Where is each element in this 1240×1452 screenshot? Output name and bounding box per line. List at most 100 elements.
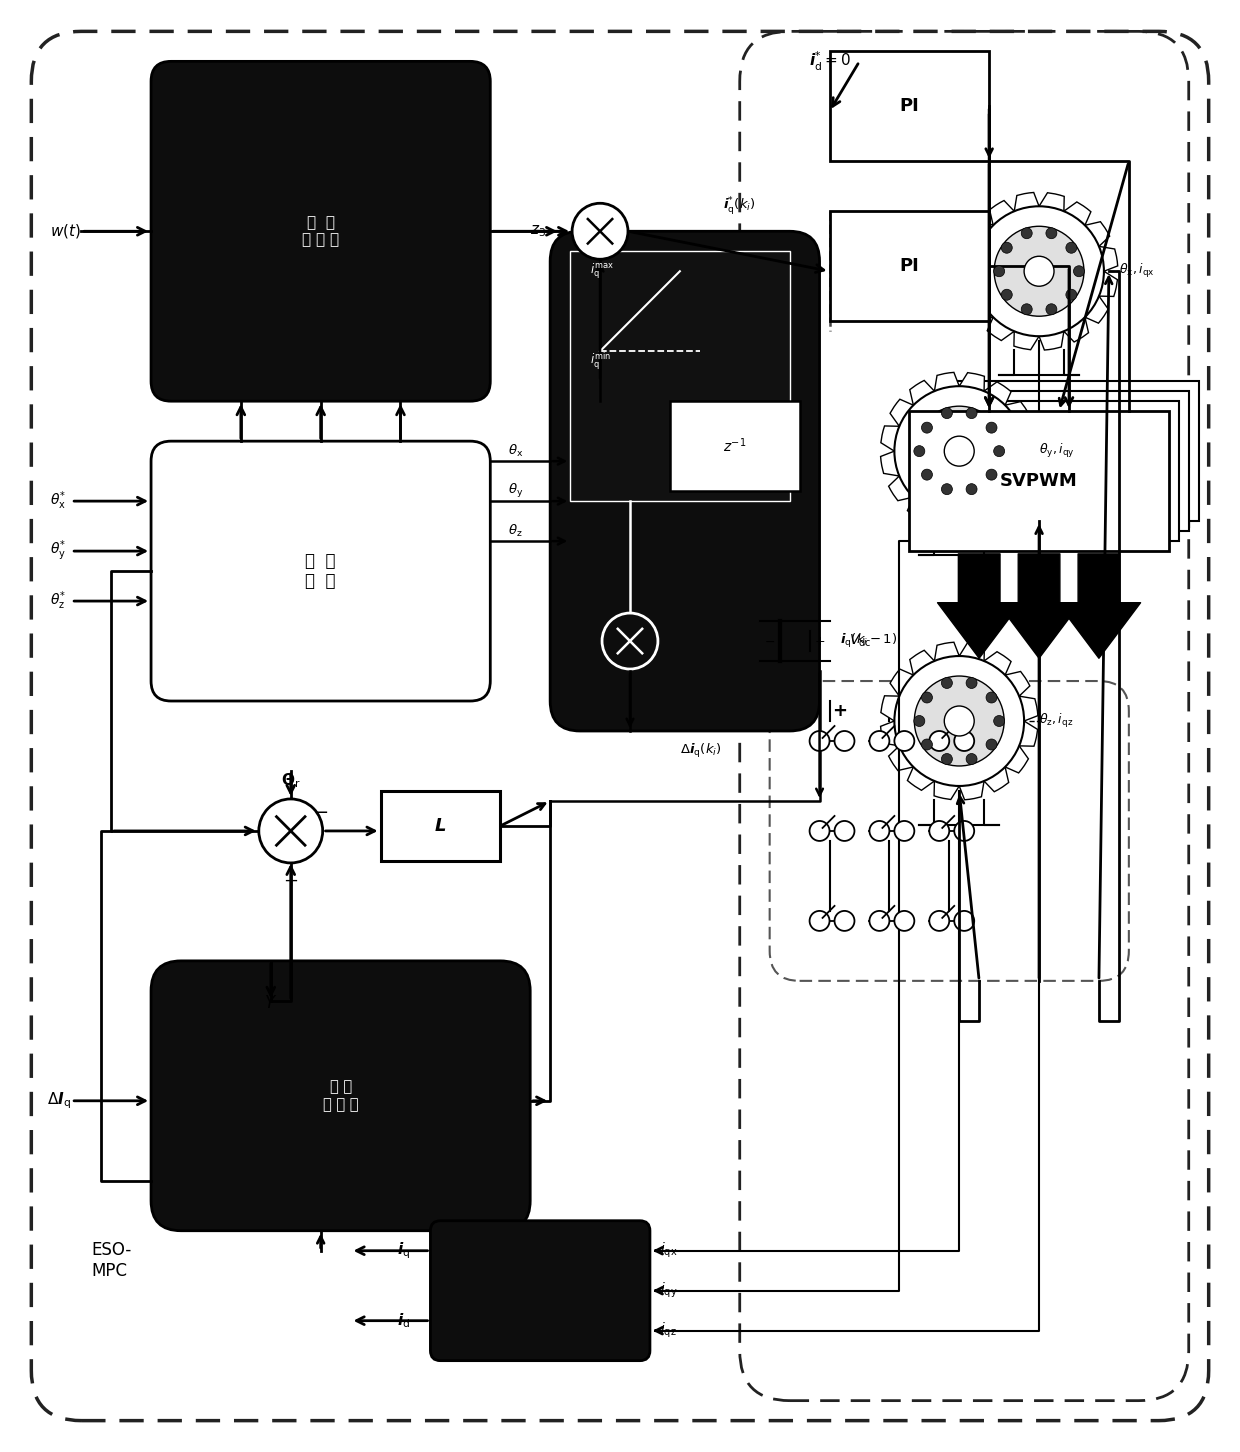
Circle shape [945,436,975,466]
Circle shape [894,386,1024,515]
Text: $i_{\rm qz}$: $i_{\rm qz}$ [660,1321,677,1340]
Text: $-$: $-$ [764,635,775,648]
Circle shape [1066,242,1076,253]
Text: $i_{\rm qy}$: $i_{\rm qy}$ [660,1281,677,1301]
Circle shape [994,227,1084,317]
Bar [830,212,990,321]
Circle shape [572,203,627,260]
Circle shape [1045,303,1056,315]
Text: PI: PI [899,97,919,115]
Text: $\theta_{\rm x}$: $\theta_{\rm x}$ [507,443,523,459]
Circle shape [835,820,854,841]
Text: $\Delta \boldsymbol{i}_{\rm q}(k_i)$: $\Delta \boldsymbol{i}_{\rm q}(k_i)$ [680,742,722,759]
Circle shape [993,446,1004,456]
Bar [939,382,1199,521]
Circle shape [869,730,889,751]
Text: $\theta_{\rm y}^{*}$: $\theta_{\rm y}^{*}$ [50,539,66,563]
Circle shape [955,730,975,751]
Circle shape [941,754,952,765]
Circle shape [945,706,975,736]
Circle shape [975,206,1104,337]
Text: $+$: $+$ [283,871,299,890]
Circle shape [941,678,952,688]
Bar [670,401,800,491]
Circle shape [986,423,997,433]
Text: ESO-
MPC: ESO- MPC [92,1241,131,1281]
Circle shape [810,820,830,841]
Circle shape [955,910,975,931]
Text: $\theta_{\rm z},i_{\rm qz}$: $\theta_{\rm z},i_{\rm qz}$ [1039,711,1074,730]
Circle shape [966,484,977,495]
Text: +: + [832,701,847,720]
Circle shape [941,484,952,495]
Circle shape [1045,228,1056,238]
Text: SVPWM: SVPWM [1001,472,1078,491]
Text: $\theta_{\rm z}$: $\theta_{\rm z}$ [508,523,522,539]
Circle shape [929,820,950,841]
Circle shape [810,910,830,931]
Circle shape [810,730,830,751]
Text: $\boldsymbol{i}_{\rm q}(k_i-1)$: $\boldsymbol{i}_{\rm q}(k_i-1)$ [839,632,897,650]
Bar [909,411,1169,552]
Text: $\boldsymbol{L}$: $\boldsymbol{L}$ [434,817,446,835]
Circle shape [914,677,1004,767]
FancyBboxPatch shape [430,1221,650,1361]
Bar [570,251,790,501]
Text: $\theta_{\rm y}$: $\theta_{\rm y}$ [507,482,523,499]
Circle shape [1074,266,1085,277]
Circle shape [1022,228,1032,238]
Text: $\theta_{\rm x},i_{\rm qx}$: $\theta_{\rm x},i_{\rm qx}$ [1118,263,1154,280]
Circle shape [929,730,950,751]
Circle shape [921,423,932,433]
Circle shape [914,407,1004,497]
Circle shape [603,613,658,669]
Text: 状 态
观 测 器: 状 态 观 测 器 [322,1080,358,1112]
Circle shape [941,408,952,418]
Text: 轨  迹
规 划 器: 轨 迹 规 划 器 [303,215,340,247]
Text: $\hat{Y}$: $\hat{Y}$ [264,989,278,1012]
Circle shape [1024,256,1054,286]
FancyBboxPatch shape [770,681,1128,982]
Circle shape [1001,289,1012,301]
Bar [919,401,1179,542]
Text: $\boldsymbol{\Theta}_{\rm r}$: $\boldsymbol{\Theta}_{\rm r}$ [281,771,300,790]
Text: $V_{\rm dc}$: $V_{\rm dc}$ [849,633,872,649]
Circle shape [869,910,889,931]
Circle shape [966,678,977,688]
Circle shape [1001,242,1012,253]
Text: $\Delta \boldsymbol{I}_{\rm q}$: $\Delta \boldsymbol{I}_{\rm q}$ [47,1090,71,1111]
Circle shape [894,910,914,931]
Bar [830,51,990,161]
Text: $\boldsymbol{i}_{\rm d}^{*}=0$: $\boldsymbol{i}_{\rm d}^{*}=0$ [808,49,851,73]
Text: $-$: $-$ [314,802,329,820]
Text: PI: PI [899,257,919,276]
Circle shape [955,820,975,841]
Text: $z_3$: $z_3$ [531,224,546,240]
Bar [929,391,1189,531]
Circle shape [966,408,977,418]
Circle shape [993,266,1004,277]
Text: $\boldsymbol{i}_{\rm d}$: $\boldsymbol{i}_{\rm d}$ [397,1311,410,1330]
Text: 一  阶
平  滑: 一 阶 平 滑 [305,552,336,591]
Circle shape [921,739,932,751]
Text: $z^{-1}$: $z^{-1}$ [723,437,746,456]
Text: $\theta_{\rm y},i_{\rm qy}$: $\theta_{\rm y},i_{\rm qy}$ [1039,443,1075,460]
Circle shape [921,469,932,481]
Text: $\boldsymbol{i}_{\rm q}$: $\boldsymbol{i}_{\rm q}$ [397,1240,410,1260]
Circle shape [1066,289,1076,301]
Circle shape [894,730,914,751]
Text: $i_{\rm q}^{\rm min}$: $i_{\rm q}^{\rm min}$ [590,350,611,372]
FancyBboxPatch shape [151,961,531,1231]
Circle shape [894,656,1024,786]
Polygon shape [961,193,1117,350]
Text: $\boldsymbol{i}_{\rm q}^{*}(k_i)$: $\boldsymbol{i}_{\rm q}^{*}(k_i)$ [723,195,756,218]
Bar [381,791,500,861]
Circle shape [259,799,322,862]
Circle shape [914,446,925,456]
Circle shape [835,730,854,751]
FancyBboxPatch shape [151,441,490,701]
Polygon shape [880,642,1038,800]
Text: $i_{\rm q}^{\rm max}$: $i_{\rm q}^{\rm max}$ [590,261,614,280]
Circle shape [929,910,950,931]
Text: $\theta_{\rm x}^{*}$: $\theta_{\rm x}^{*}$ [50,489,66,513]
